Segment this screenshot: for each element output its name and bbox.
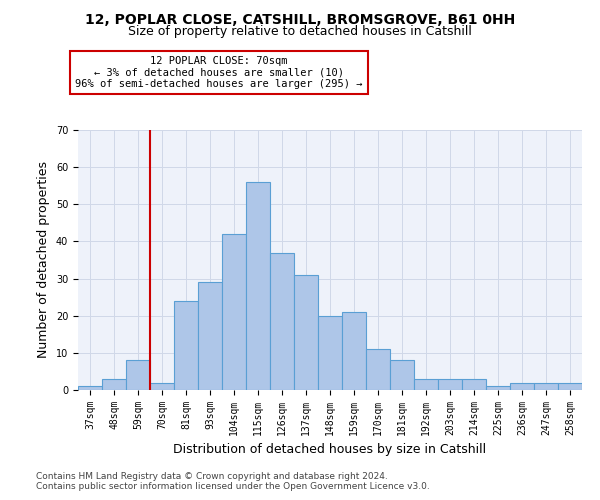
Text: 12 POPLAR CLOSE: 70sqm
← 3% of detached houses are smaller (10)
96% of semi-deta: 12 POPLAR CLOSE: 70sqm ← 3% of detached …: [75, 56, 363, 89]
Text: Size of property relative to detached houses in Catshill: Size of property relative to detached ho…: [128, 25, 472, 38]
Bar: [486, 386, 510, 390]
Text: 12, POPLAR CLOSE, CATSHILL, BROMSGROVE, B61 0HH: 12, POPLAR CLOSE, CATSHILL, BROMSGROVE, …: [85, 12, 515, 26]
Bar: [534, 382, 558, 390]
Bar: [126, 360, 150, 390]
Bar: [222, 234, 246, 390]
Bar: [174, 301, 198, 390]
Bar: [510, 382, 534, 390]
Bar: [558, 382, 582, 390]
Bar: [78, 386, 102, 390]
Bar: [246, 182, 270, 390]
Bar: [198, 282, 222, 390]
Y-axis label: Number of detached properties: Number of detached properties: [37, 162, 50, 358]
Text: Distribution of detached houses by size in Catshill: Distribution of detached houses by size …: [173, 442, 487, 456]
Bar: [390, 360, 414, 390]
Bar: [414, 379, 438, 390]
Bar: [318, 316, 342, 390]
Text: Contains HM Land Registry data © Crown copyright and database right 2024.: Contains HM Land Registry data © Crown c…: [36, 472, 388, 481]
Bar: [462, 379, 486, 390]
Bar: [366, 349, 390, 390]
Bar: [438, 379, 462, 390]
Bar: [294, 275, 318, 390]
Bar: [150, 382, 174, 390]
Bar: [102, 379, 126, 390]
Bar: [342, 312, 366, 390]
Text: Contains public sector information licensed under the Open Government Licence v3: Contains public sector information licen…: [36, 482, 430, 491]
Bar: [270, 252, 294, 390]
